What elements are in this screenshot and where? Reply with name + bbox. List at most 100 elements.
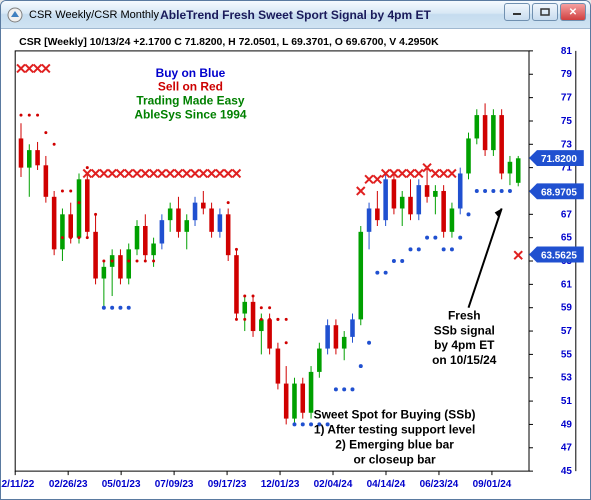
candle [491, 115, 496, 150]
candle [383, 179, 388, 220]
blue-dot [500, 189, 504, 193]
candle [259, 319, 264, 331]
chart-area[interactable]: CSR [Weekly] 10/13/24 +2.1700 C 71.8200,… [1, 29, 590, 499]
app-window: CSR Weekly/CSR Monthly AbleTrend Fresh S… [0, 0, 591, 500]
titlebar[interactable]: CSR Weekly/CSR Monthly AbleTrend Fresh S… [1, 1, 590, 29]
candle [400, 197, 405, 209]
red-dot [119, 260, 122, 263]
x-tick-label: 12/11/22 [1, 479, 35, 490]
x-tick-label: 04/14/24 [367, 479, 406, 490]
blue-dot [442, 247, 446, 251]
candle [126, 249, 131, 278]
red-dot [268, 318, 271, 321]
x-tick-label: 12/01/23 [261, 479, 300, 490]
candle [499, 115, 504, 173]
blue-dot [292, 422, 296, 426]
blue-dot [118, 306, 122, 310]
red-dot [260, 318, 263, 321]
y-tick-label: 49 [561, 419, 573, 430]
blue-dot [475, 189, 479, 193]
price-tag-value: 68.9705 [541, 187, 577, 198]
candle [342, 337, 347, 349]
candle [267, 319, 272, 348]
candle [458, 173, 463, 208]
candle [408, 197, 413, 215]
y-tick-label: 57 [561, 326, 573, 337]
blue-dot [450, 247, 454, 251]
candle [160, 220, 165, 243]
red-dot [86, 236, 89, 239]
candle [168, 208, 173, 220]
red-dot [78, 236, 81, 239]
candle [300, 384, 305, 413]
y-tick-label: 51 [561, 396, 573, 407]
annotation-fresh-2: SSb signal [434, 323, 495, 337]
arrow-line [469, 208, 502, 307]
candle [218, 214, 223, 232]
red-dot [136, 260, 139, 263]
price-tag-value: 71.8200 [541, 154, 577, 165]
slogan-3: Trading Made Easy [136, 94, 244, 108]
red-dot [44, 131, 47, 134]
blue-dot [301, 422, 305, 426]
candle [334, 325, 339, 348]
y-tick-label: 53 [561, 373, 573, 384]
red-dot [61, 236, 64, 239]
candle [392, 179, 397, 208]
candle [44, 165, 49, 197]
blue-dot [334, 387, 338, 391]
blue-dot [491, 189, 495, 193]
blue-dot [458, 236, 462, 240]
candle [201, 203, 206, 209]
candle [475, 115, 480, 138]
x-tick-label: 09/01/24 [473, 479, 512, 490]
red-dot [268, 306, 271, 309]
red-dot [144, 260, 147, 263]
candle [102, 267, 107, 279]
red-dot [276, 318, 279, 321]
red-dot [102, 260, 105, 263]
red-dot [252, 318, 255, 321]
candle [276, 349, 281, 384]
candle [176, 208, 181, 231]
slogan-2: Sell on Red [158, 80, 223, 94]
close-button[interactable]: ✕ [560, 3, 586, 21]
blue-dot [375, 271, 379, 275]
red-dot [69, 189, 72, 192]
red-dot [78, 201, 81, 204]
annotation-fresh-1: Fresh [448, 308, 481, 322]
candle [135, 226, 140, 249]
candle [93, 232, 98, 279]
red-dot [252, 295, 255, 298]
x-tick-label: 07/09/23 [155, 479, 194, 490]
candle [209, 208, 214, 231]
red-dot [285, 318, 288, 321]
red-dot [36, 114, 39, 117]
blue-dot [110, 306, 114, 310]
minimize-button[interactable] [504, 3, 530, 21]
candle [68, 214, 73, 237]
red-dot [235, 248, 238, 251]
blue-dot [309, 422, 313, 426]
chart-canvas: CSR [Weekly] 10/13/24 +2.1700 C 71.8200,… [1, 29, 590, 499]
candle [184, 220, 189, 232]
blue-dot [102, 306, 106, 310]
candle [508, 162, 513, 174]
candle [450, 208, 455, 231]
candle [77, 179, 82, 237]
candle [284, 384, 289, 419]
maximize-button[interactable] [532, 3, 558, 21]
candle [193, 203, 198, 221]
y-tick-label: 79 [561, 69, 573, 80]
candle [309, 372, 314, 413]
red-dot [111, 260, 114, 263]
red-dot [94, 260, 97, 263]
candle [317, 349, 322, 372]
x-tick-label: 02/04/24 [314, 479, 353, 490]
blue-dot [508, 189, 512, 193]
x-tick-label: 02/26/23 [49, 479, 88, 490]
y-tick-label: 45 [561, 466, 573, 477]
red-dot [20, 114, 23, 117]
y-tick-label: 55 [561, 349, 573, 360]
window-tabs: CSR Weekly/CSR Monthly [29, 9, 159, 21]
